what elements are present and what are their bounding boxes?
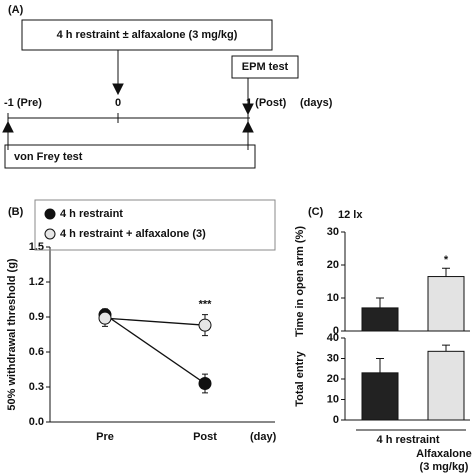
panel-label: (C) <box>308 206 324 218</box>
x-unit: (day) <box>250 431 277 443</box>
y-tick-label: 0.3 <box>29 381 44 393</box>
arrowhead <box>242 103 254 116</box>
y-tick-label: 10 <box>327 393 339 405</box>
y-tick-label: 0.9 <box>29 311 44 323</box>
line <box>104 317 206 326</box>
y-axis-label: 50% withdrawal threshold (g) <box>6 258 18 411</box>
condition-label: 12 lx <box>338 209 363 221</box>
panel-a <box>2 19 299 169</box>
line <box>104 314 206 385</box>
marker <box>98 311 112 325</box>
marker <box>198 318 212 332</box>
treatment-label: Alfaxalone <box>416 448 472 460</box>
legend-marker <box>44 228 56 240</box>
bar <box>361 372 399 421</box>
bar <box>361 307 399 332</box>
y-tick-label: 0.0 <box>29 416 44 428</box>
epm-label: EPM test <box>242 61 289 73</box>
y-tick-label: 30 <box>327 226 339 238</box>
legend-label: 4 h restraint <box>60 208 123 220</box>
panel-label: (A) <box>8 4 24 16</box>
x-tick-label: Post <box>193 431 217 443</box>
y-axis-label: Time in open arm (%) <box>294 226 306 337</box>
bar <box>427 276 465 332</box>
y-tick-label: 40 <box>327 332 339 344</box>
marker <box>198 377 212 390</box>
day-label: 0 <box>115 97 121 109</box>
arrowhead <box>112 83 124 96</box>
y-tick-label: 0 <box>333 325 339 337</box>
legend-box <box>34 199 276 251</box>
bar <box>427 350 465 421</box>
box <box>4 144 256 169</box>
panel-label: (B) <box>8 206 24 218</box>
arrowhead <box>242 120 254 133</box>
y-tick-label: 10 <box>327 292 339 304</box>
arrowhead <box>2 120 14 133</box>
y-tick-label: 0.6 <box>29 346 44 358</box>
legend-label: 4 h restraint + alfaxalone (3) <box>60 228 206 240</box>
vonfrey-label: von Frey test <box>14 151 83 163</box>
x-tick-label: Pre <box>96 431 114 443</box>
y-tick-label: 0 <box>333 414 339 426</box>
treatment-label: (3 mg/kg) <box>420 461 469 473</box>
y-tick-label: 1.2 <box>29 276 44 288</box>
annotation: * <box>444 254 449 266</box>
day-unit: (days) <box>300 97 333 109</box>
y-axis-label: Total entry <box>294 350 306 406</box>
group-label: 4 h restraint <box>377 434 440 446</box>
day-label: -1 (Pre) <box>4 97 42 109</box>
legend-marker <box>44 208 56 220</box>
y-tick-label: 20 <box>327 259 339 271</box>
box <box>21 19 273 51</box>
box <box>231 55 299 79</box>
treatment-label: 4 h restraint ± alfaxalone (3 mg/kg) <box>57 29 238 41</box>
annotation: *** <box>199 299 213 311</box>
day-label: 1 (Post) <box>246 97 287 109</box>
y-tick-label: 30 <box>327 352 339 364</box>
y-tick-label: 1.5 <box>29 241 44 253</box>
y-tick-label: 20 <box>327 373 339 385</box>
